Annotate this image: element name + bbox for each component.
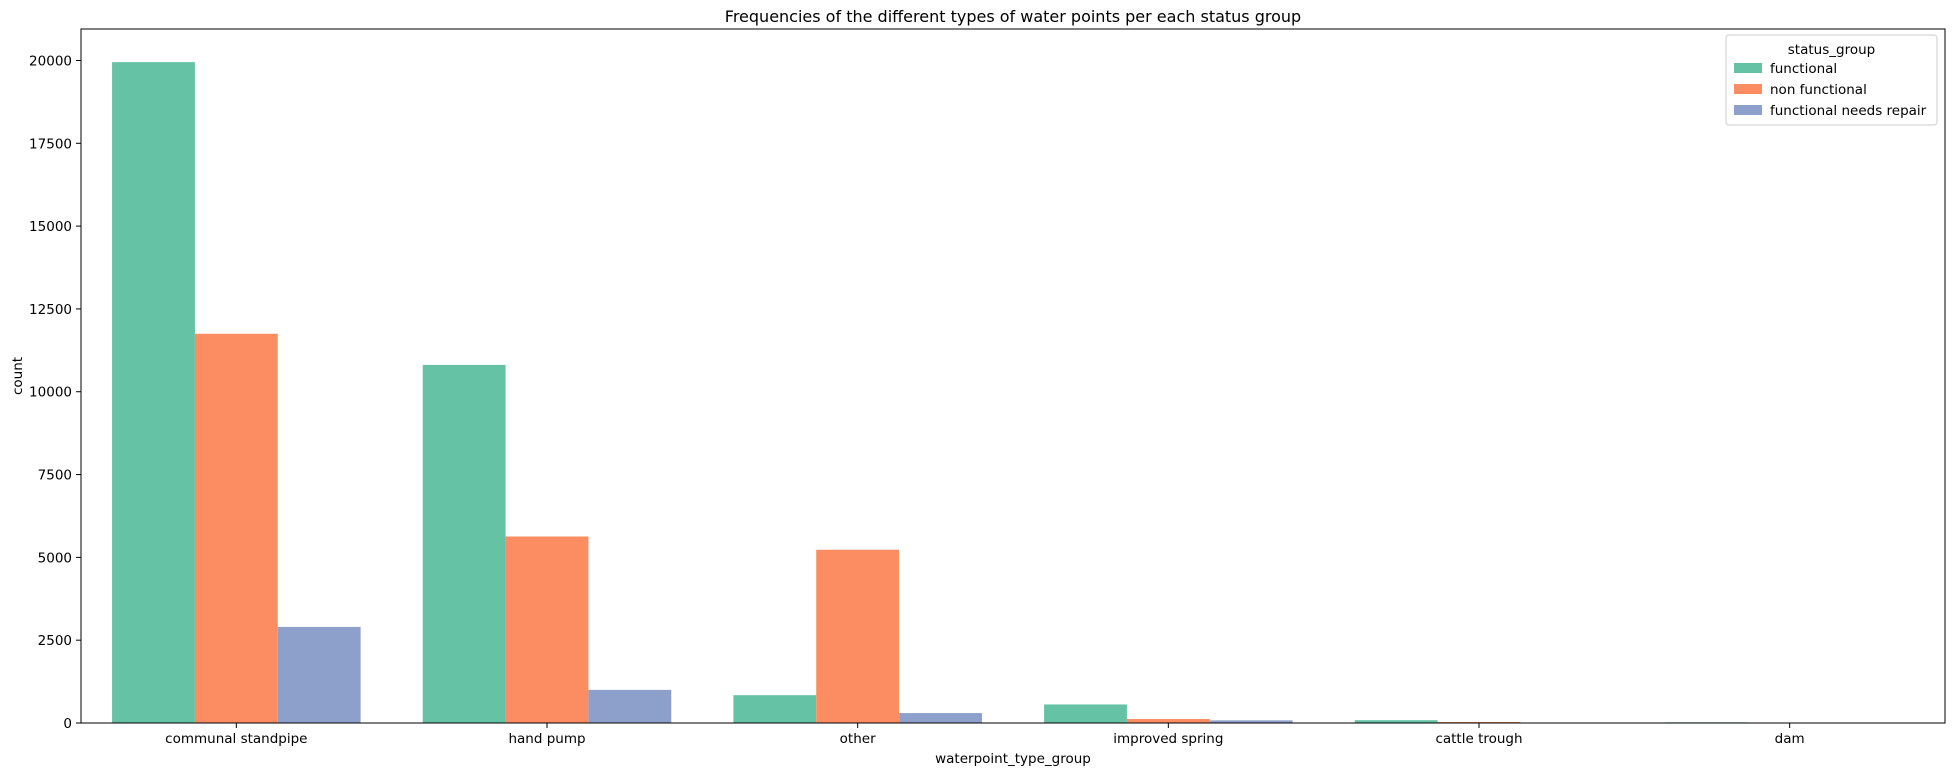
bar-functional-needs-repair-communal-standpipe bbox=[277, 626, 361, 723]
y-tick-label: 5000 bbox=[38, 550, 72, 566]
x-tick-label: other bbox=[840, 731, 876, 747]
bar-functional-hand-pump bbox=[422, 364, 506, 723]
legend-label: non functional bbox=[1770, 82, 1867, 98]
x-tick-label: dam bbox=[1775, 731, 1805, 747]
bar-functional-needs-repair-other bbox=[899, 713, 982, 723]
y-tick-label: 2500 bbox=[38, 633, 72, 649]
bar-functional-improved-spring bbox=[1044, 704, 1127, 723]
bar-functional-cattle-trough bbox=[1354, 720, 1438, 723]
x-tick-label: improved spring bbox=[1113, 731, 1223, 747]
x-tick-label: communal standpipe bbox=[165, 731, 307, 747]
legend: status_group functional non functional fun… bbox=[1725, 34, 1938, 126]
y-tick-label: 7500 bbox=[38, 468, 72, 484]
bar-non-functional-improved-spring bbox=[1126, 719, 1210, 723]
x-tick-label: cattle trough bbox=[1435, 731, 1522, 747]
x-tick-label: hand pump bbox=[508, 731, 585, 747]
x-axis-label: waterpoint_type_group bbox=[935, 751, 1091, 767]
y-tick-label: 0 bbox=[63, 716, 72, 732]
bar-functional-needs-repair-hand-pump bbox=[588, 689, 672, 723]
legend-swatch bbox=[1734, 105, 1762, 115]
legend-label: functional bbox=[1770, 61, 1837, 77]
bar-non-functional-hand-pump bbox=[505, 536, 589, 723]
y-tick-label: 10000 bbox=[29, 385, 72, 401]
bar-non-functional-communal-standpipe bbox=[194, 333, 278, 723]
y-tick-label: 20000 bbox=[29, 53, 72, 69]
y-tick-label: 15000 bbox=[29, 219, 72, 235]
y-tick-label: 12500 bbox=[29, 302, 72, 318]
legend-title: status_group bbox=[1788, 42, 1875, 58]
y-axis-label: count bbox=[10, 357, 26, 395]
bar-functional-needs-repair-improved-spring bbox=[1209, 720, 1293, 723]
bars-group bbox=[112, 62, 1749, 724]
plot-frame bbox=[80, 28, 1946, 724]
legend-swatch bbox=[1734, 63, 1762, 73]
bar-non-functional-other bbox=[816, 549, 900, 723]
bar-functional-communal-standpipe bbox=[112, 62, 195, 724]
legend-box bbox=[1725, 34, 1938, 126]
y-tick-label: 17500 bbox=[29, 136, 72, 152]
bar-functional-other bbox=[733, 695, 817, 723]
legend-swatch bbox=[1734, 84, 1762, 94]
y-axis: 0 2500 5000 7500 10000 12500 15000 17500 20000 bbox=[29, 53, 81, 732]
chart-title: Frequencies of the different types of wa… bbox=[725, 7, 1301, 26]
legend-label: functional needs repair bbox=[1770, 103, 1927, 119]
x-axis: communal standpipe hand pump other improved… bbox=[165, 723, 1805, 747]
